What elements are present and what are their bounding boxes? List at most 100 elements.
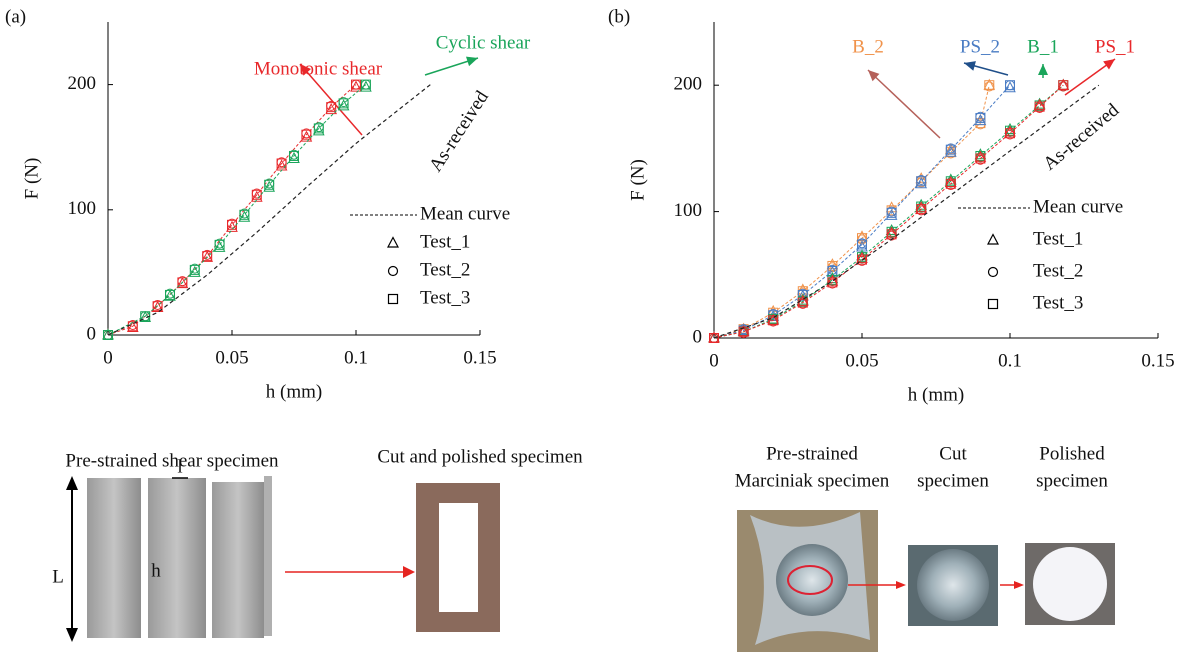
x-tick-label: 0.05 [215, 347, 248, 368]
marker [768, 315, 779, 326]
legend-label: Mean curve [420, 203, 510, 224]
x-axis-label: h (mm) [908, 384, 964, 405]
marker [916, 176, 927, 187]
arrowhead [1014, 581, 1024, 589]
marker [796, 289, 809, 301]
dimension-label: l [177, 456, 182, 477]
annotation: B_1 [1027, 36, 1059, 57]
marker [738, 326, 749, 337]
x-tick-label: 0.15 [1141, 350, 1174, 371]
marker [152, 301, 163, 312]
caption: Cut [939, 443, 967, 464]
arrowhead [300, 64, 312, 76]
annotation-arrow [299, 63, 363, 136]
y-tick-label: 200 [674, 74, 703, 95]
arrowhead [66, 628, 78, 642]
annotation: B_2 [852, 36, 884, 57]
marker [857, 239, 867, 250]
marker [1004, 81, 1016, 93]
marker [312, 124, 325, 136]
marker [300, 130, 313, 142]
y-axis-label: F (N) [627, 159, 648, 201]
x-tick-label: 0 [709, 350, 719, 371]
legend-label: Test_2 [420, 259, 470, 280]
photo [776, 544, 848, 616]
legend-marker [987, 233, 999, 245]
caption: specimen [917, 470, 989, 491]
marker [796, 293, 809, 305]
legend-marker [387, 265, 399, 277]
legend-label: Test_3 [420, 287, 470, 308]
arrowhead [1038, 64, 1048, 75]
annotation-arrow [867, 69, 941, 139]
legend-marker [987, 298, 999, 310]
marker [826, 274, 839, 286]
annotation: PS_1 [1095, 36, 1135, 57]
marker [360, 79, 371, 90]
y-axis-label: F (N) [21, 158, 42, 200]
marker [1058, 80, 1069, 91]
marker [201, 250, 214, 262]
photo [264, 476, 272, 636]
mean-curve [713, 85, 990, 339]
mean-curve [713, 84, 1064, 339]
marker [1005, 128, 1015, 139]
marker [886, 207, 897, 218]
caption: Marciniak specimen [735, 470, 890, 491]
marker [165, 289, 175, 300]
marker [857, 254, 867, 265]
caption: Polished [1039, 443, 1105, 464]
marker [1034, 101, 1045, 112]
photo [787, 565, 833, 595]
marker [188, 265, 201, 277]
marker [338, 98, 349, 109]
arrowhead [465, 56, 478, 67]
photo [917, 549, 989, 621]
marker [276, 158, 287, 169]
marker [177, 277, 188, 288]
caption: Pre-strained [766, 443, 858, 464]
marker [264, 179, 275, 190]
marker [709, 333, 719, 343]
mean-curve [107, 84, 431, 336]
mean-curve [713, 84, 1064, 339]
legend-marker [987, 266, 999, 278]
marker [350, 80, 362, 92]
marker [325, 103, 338, 115]
dimension-label: L [52, 566, 64, 587]
marker [885, 226, 898, 238]
annotation: Monotonic shear [254, 58, 383, 79]
marker [103, 330, 113, 340]
marker [189, 264, 200, 275]
marker [827, 277, 838, 288]
legend-label: Test_1 [420, 231, 470, 252]
marker [289, 150, 299, 161]
x-axis-label: h (mm) [266, 381, 322, 402]
marker [944, 145, 957, 157]
annotation: As-received [425, 87, 493, 176]
marker [126, 320, 139, 332]
legend-label: Test_2 [1033, 260, 1083, 281]
mean-curve [713, 84, 1011, 339]
marker [1033, 98, 1046, 110]
legend-label: Mean curve [1033, 196, 1123, 217]
marker [301, 129, 312, 140]
y-tick-label: 200 [68, 73, 97, 94]
marker [1005, 80, 1015, 91]
marker [1033, 97, 1046, 109]
x-tick-label: 0 [103, 347, 113, 368]
marker [856, 251, 868, 263]
arrowhead [964, 61, 976, 71]
marker [176, 277, 189, 289]
caption: specimen [1036, 470, 1108, 491]
caption: Pre-strained shear specimen [65, 450, 279, 471]
x-tick-label: 0.1 [344, 347, 368, 368]
marker [915, 172, 928, 184]
annotation: PS_2 [960, 36, 1000, 57]
marker [239, 209, 250, 220]
marker [974, 150, 987, 162]
marker [915, 201, 928, 213]
marker [214, 239, 225, 250]
marker [337, 99, 350, 111]
